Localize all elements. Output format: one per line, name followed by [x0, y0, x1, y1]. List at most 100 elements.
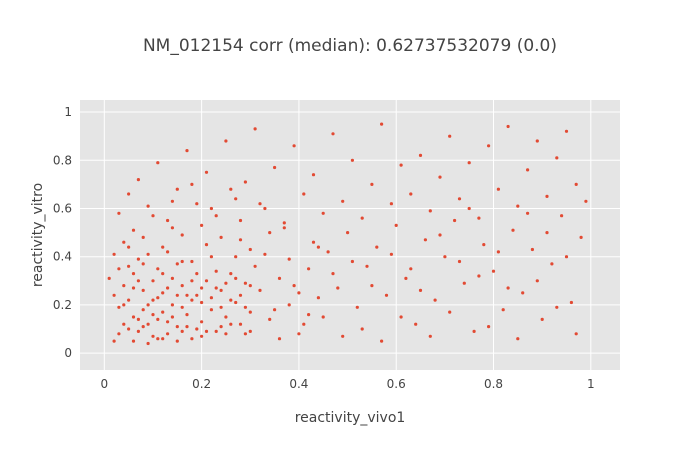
- data-point: [370, 182, 374, 186]
- data-point: [107, 276, 111, 280]
- data-point: [122, 284, 126, 288]
- data-point: [370, 284, 374, 288]
- data-point: [389, 202, 393, 206]
- data-point: [112, 252, 116, 256]
- data-point: [146, 341, 150, 346]
- data-point: [190, 279, 194, 283]
- data-point: [136, 279, 140, 283]
- data-point: [224, 139, 228, 143]
- data-point: [428, 334, 432, 338]
- data-point: [214, 269, 218, 273]
- data-point: [380, 122, 384, 126]
- data-point: [204, 329, 209, 333]
- data-point: [277, 337, 282, 341]
- data-point: [166, 286, 170, 290]
- data-point: [219, 305, 223, 309]
- data-point: [156, 337, 160, 341]
- data-point: [175, 262, 179, 266]
- data-point: [326, 250, 330, 254]
- data-point: [185, 149, 189, 153]
- data-point: [238, 238, 243, 242]
- data-point: [156, 161, 160, 165]
- data-point: [151, 313, 155, 317]
- data-point: [200, 320, 204, 324]
- data-point: [311, 173, 316, 177]
- data-point: [282, 221, 286, 225]
- data-point: [112, 339, 116, 343]
- data-point: [409, 192, 413, 196]
- data-point: [141, 235, 145, 239]
- data-point: [526, 168, 530, 172]
- data-point: [331, 132, 335, 136]
- data-point: [243, 332, 247, 336]
- data-point: [287, 257, 291, 261]
- y-tick-label: 0: [64, 346, 72, 360]
- data-point: [438, 233, 442, 237]
- data-point: [117, 211, 121, 215]
- data-point: [399, 315, 403, 319]
- data-point: [248, 329, 252, 333]
- data-point: [277, 276, 282, 280]
- data-point: [418, 153, 423, 157]
- data-point: [170, 199, 174, 203]
- data-point: [127, 192, 131, 196]
- data-point: [258, 288, 262, 292]
- data-point: [151, 298, 155, 302]
- data-point: [550, 262, 554, 266]
- data-point: [200, 223, 204, 227]
- data-point: [292, 284, 296, 288]
- data-point: [521, 291, 525, 295]
- y-tick-label: 0.6: [53, 201, 72, 215]
- data-point: [462, 281, 466, 285]
- data-point: [555, 305, 559, 309]
- data-point: [131, 339, 136, 343]
- y-tick-label: 0.2: [53, 298, 72, 312]
- data-point: [564, 129, 569, 133]
- data-point: [297, 291, 301, 295]
- data-point: [224, 315, 228, 319]
- data-point: [131, 315, 136, 319]
- data-point: [282, 226, 286, 230]
- data-point: [574, 182, 578, 186]
- y-axis-title: reactivity_vitro: [30, 183, 46, 287]
- data-point: [555, 156, 559, 160]
- x-tick-label: 0: [101, 377, 109, 391]
- data-point: [311, 240, 316, 244]
- data-point: [190, 298, 194, 302]
- data-point: [127, 264, 131, 268]
- data-point: [243, 281, 247, 285]
- data-point: [161, 337, 165, 341]
- data-point: [516, 204, 520, 208]
- data-point: [214, 286, 218, 290]
- data-point: [268, 317, 272, 321]
- data-point: [190, 182, 194, 186]
- data-point: [482, 243, 486, 247]
- data-point: [170, 226, 174, 230]
- data-point: [545, 194, 549, 198]
- data-point: [195, 272, 199, 276]
- data-point: [238, 322, 243, 326]
- data-point: [316, 296, 320, 300]
- data-point: [209, 206, 213, 211]
- data-point: [263, 206, 267, 211]
- data-point: [170, 303, 174, 307]
- data-point: [433, 298, 437, 302]
- data-point: [200, 286, 204, 290]
- data-point: [248, 310, 252, 314]
- data-point: [526, 211, 530, 215]
- data-point: [263, 252, 267, 256]
- data-point: [204, 170, 209, 174]
- data-point: [287, 303, 291, 307]
- data-point: [234, 300, 238, 305]
- data-point: [448, 134, 452, 138]
- data-point: [190, 337, 194, 341]
- data-point: [414, 322, 418, 326]
- data-point: [161, 272, 165, 276]
- x-tick-label: 1: [587, 377, 595, 391]
- data-point: [389, 252, 393, 256]
- data-point: [136, 317, 140, 321]
- data-point: [229, 187, 233, 191]
- data-point: [209, 255, 213, 259]
- data-point: [136, 329, 140, 333]
- data-point: [131, 286, 136, 290]
